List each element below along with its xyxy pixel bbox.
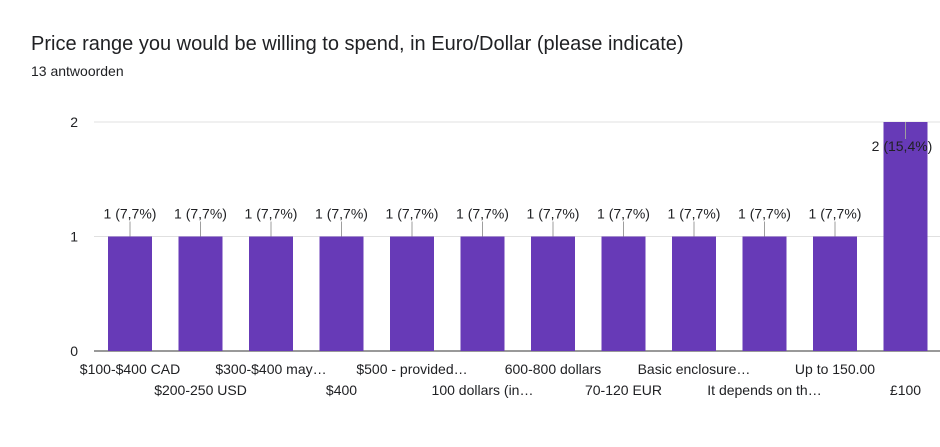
bar	[178, 236, 223, 351]
bar	[531, 236, 575, 351]
bar	[672, 236, 716, 351]
x-category-label: Up to 150.00	[795, 361, 875, 377]
x-category-label: 100 dollars (in…	[432, 382, 534, 398]
x-category-label: 70-120 EUR	[585, 382, 662, 398]
y-tick-label: 2	[70, 114, 78, 130]
x-category-label: $500 - provided…	[356, 361, 467, 377]
x-category-label: $100-$400 CAD	[80, 361, 180, 377]
data-label: 1 (7,7%)	[809, 206, 862, 222]
data-label: 1 (7,7%)	[386, 206, 439, 222]
bar	[319, 236, 364, 351]
data-label: 1 (7,7%)	[245, 206, 298, 222]
bar	[813, 236, 857, 351]
x-category-label: It depends on th…	[707, 382, 821, 398]
x-category-label: Basic enclosure…	[638, 361, 751, 377]
data-label: 1 (7,7%)	[456, 206, 509, 222]
data-label: 1 (7,7%)	[597, 206, 650, 222]
bar	[601, 236, 646, 351]
bar	[883, 122, 928, 351]
data-label: 1 (7,7%)	[104, 206, 157, 222]
data-label: 1 (7,7%)	[174, 206, 227, 222]
bar	[108, 236, 152, 351]
x-category-label: £100	[890, 382, 921, 398]
x-category-label: $200-250 USD	[154, 382, 247, 398]
response-count: 13 antwoorden	[31, 63, 124, 79]
y-tick-label: 1	[70, 229, 78, 245]
bar	[249, 236, 293, 351]
x-category-label: 600-800 dollars	[505, 361, 602, 377]
data-label: 1 (7,7%)	[315, 206, 368, 222]
bar	[742, 236, 787, 351]
chart-title: Price range you would be willing to spen…	[31, 33, 684, 55]
bar	[390, 236, 434, 351]
x-category-label: $300-$400 may…	[215, 361, 326, 377]
data-label: 1 (7,7%)	[738, 206, 791, 222]
data-label: 1 (7,7%)	[527, 206, 580, 222]
data-label: 1 (7,7%)	[668, 206, 721, 222]
data-label: 2 (15,4%)	[872, 138, 933, 154]
x-category-label: $400	[326, 382, 357, 398]
bar	[460, 236, 505, 351]
y-tick-label: 0	[70, 343, 78, 359]
